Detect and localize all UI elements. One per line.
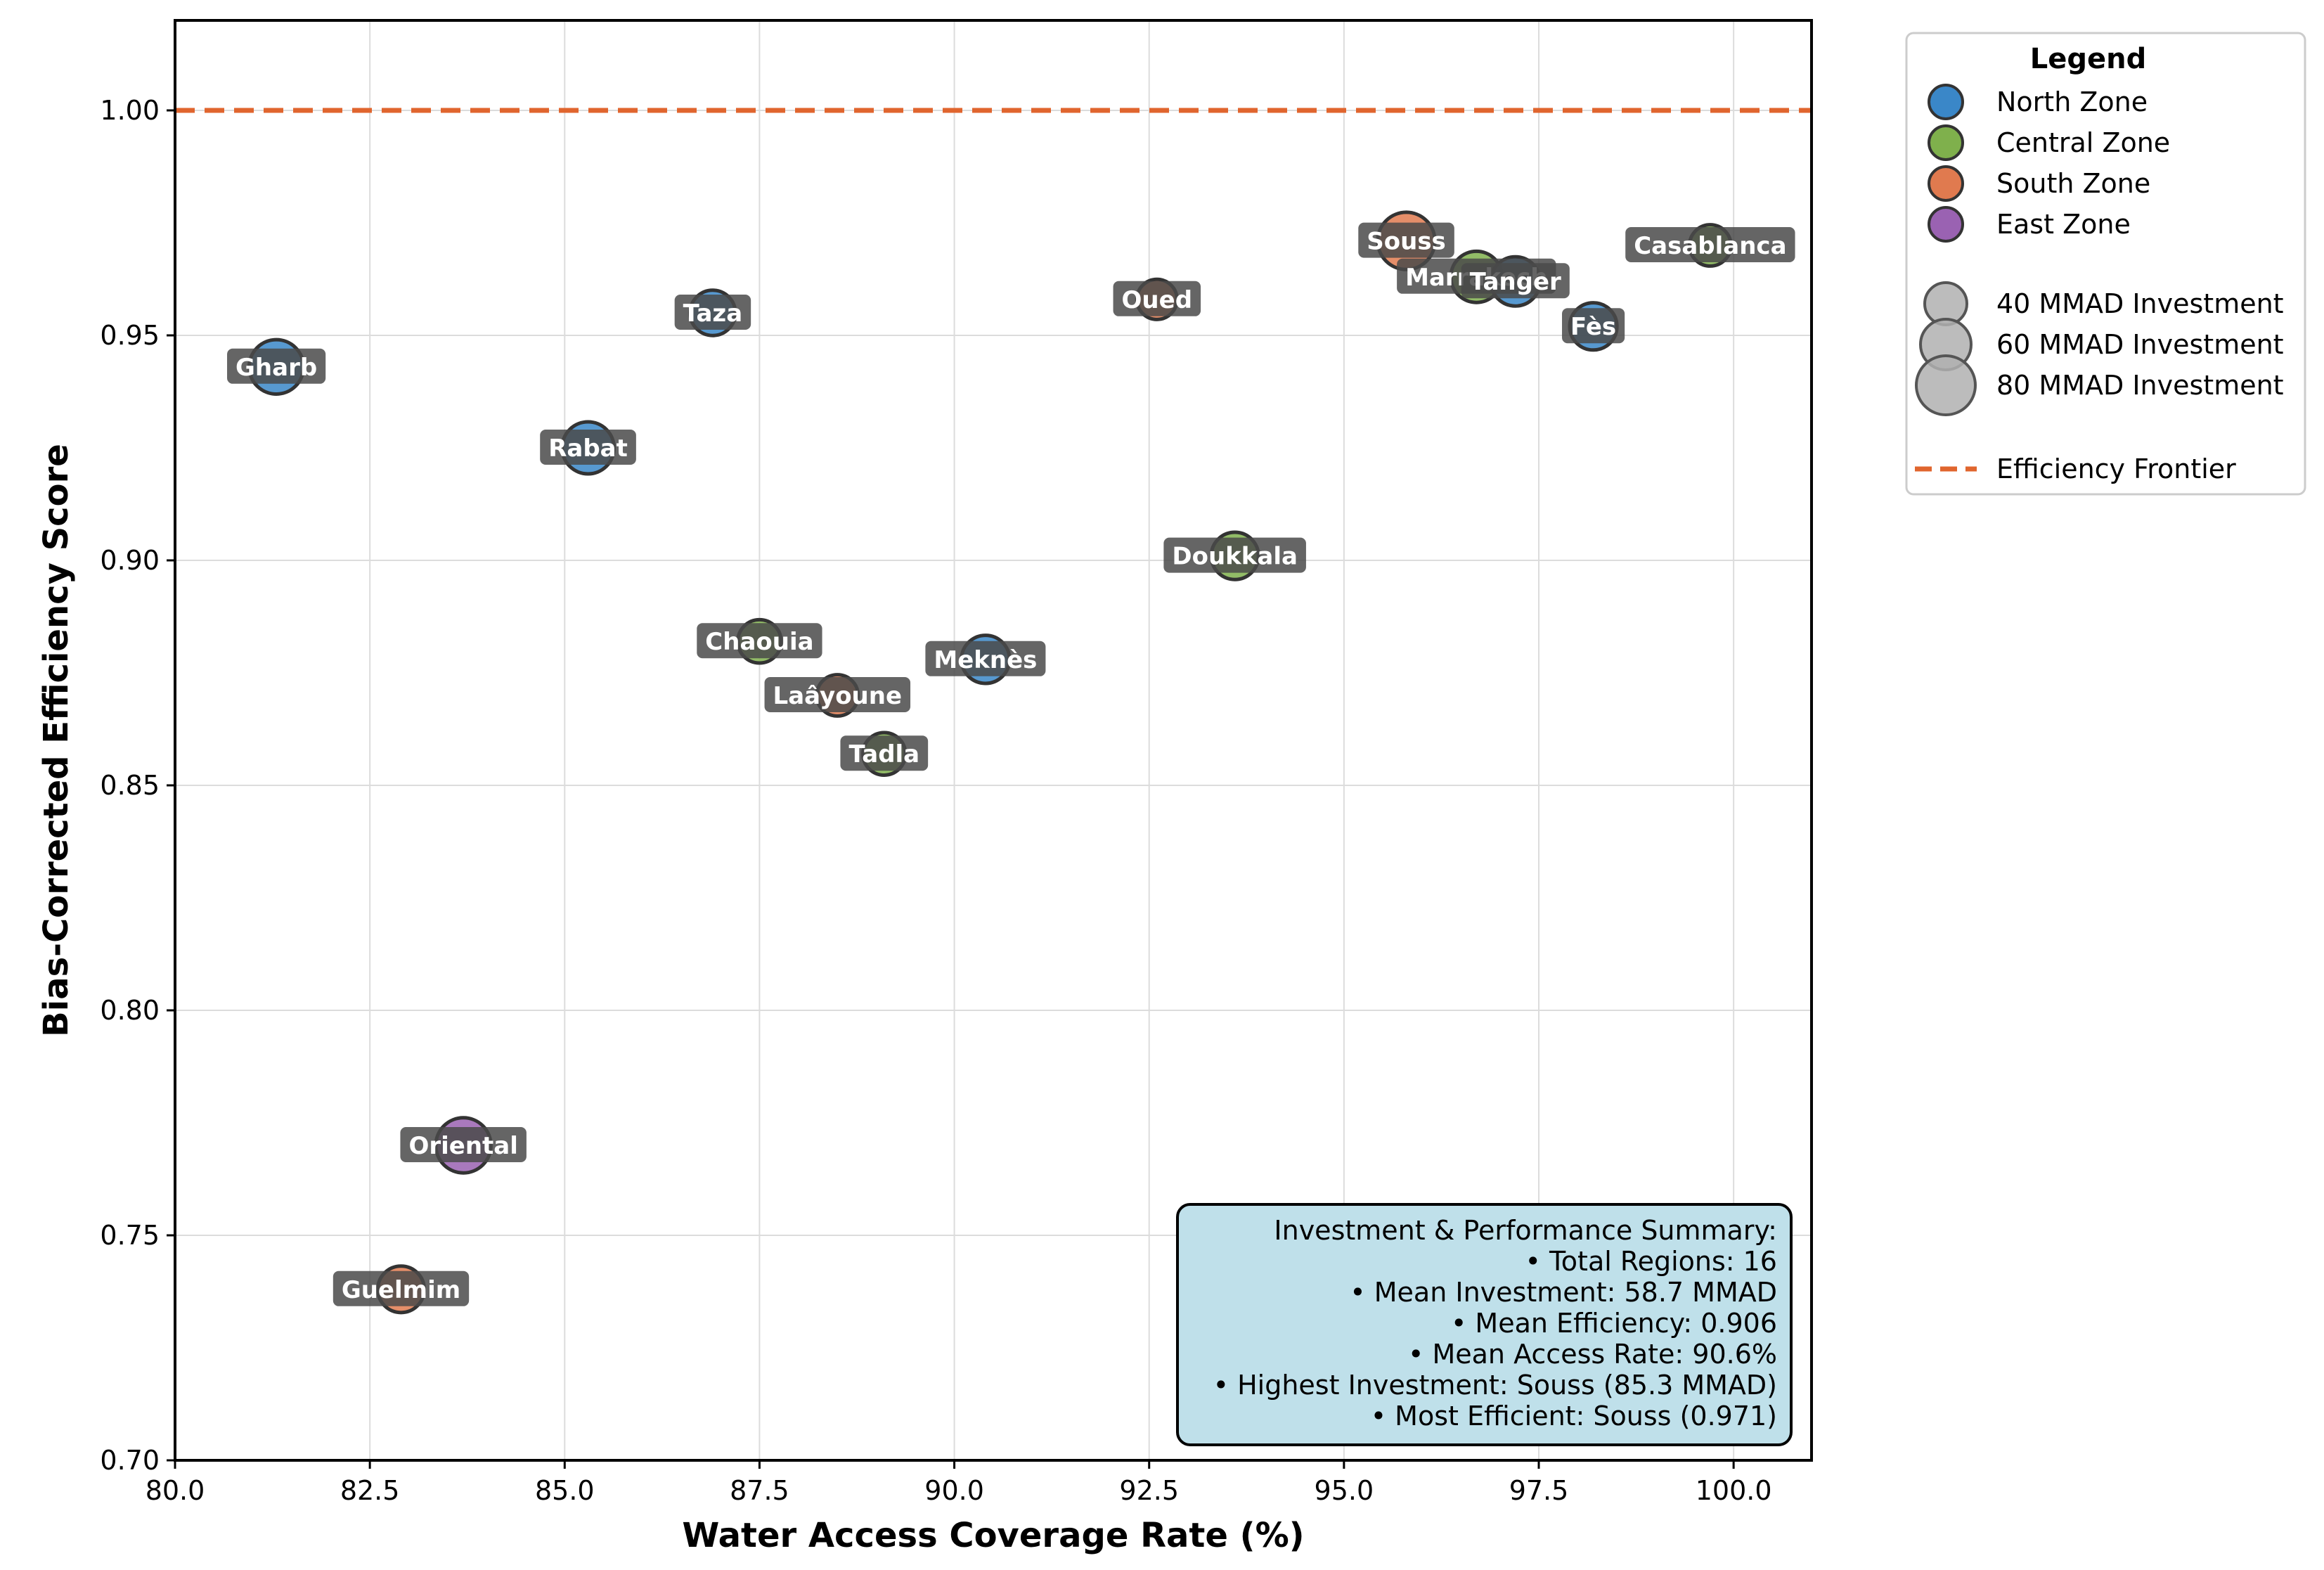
point-label-background (227, 348, 326, 384)
point-label-background (1113, 281, 1201, 316)
point-label-group: Souss (1358, 222, 1454, 258)
point-label-background (925, 641, 1046, 676)
point-label: Meknès (934, 646, 1037, 674)
summary-line: • Mean Efficiency: 0.906 (1451, 1308, 1777, 1339)
point-label: Gharb (235, 354, 317, 382)
point-label-background (1562, 308, 1625, 344)
point-label-background (333, 1270, 470, 1306)
x-axis-title: Water Access Coverage Rate (%) (682, 1516, 1304, 1555)
legend-zone-marker (1928, 124, 1964, 161)
legend-size-label: 60 MMAD Investment (1996, 329, 2284, 360)
x-tick-label: 82.5 (340, 1475, 400, 1506)
summary-line: Investment & Performance Summary: (1274, 1215, 1777, 1246)
x-tick-label: 100.0 (1696, 1475, 1772, 1506)
summary-line: • Total Regions: 16 (1525, 1246, 1777, 1277)
point-label-group: Guelmim (333, 1270, 470, 1306)
point-label-background (764, 677, 911, 712)
y-tick-label: 0.90 (100, 545, 160, 576)
summary-box: Investment & Performance Summary:• Total… (1176, 1203, 1793, 1446)
x-tick-label: 97.5 (1509, 1475, 1569, 1506)
legend-zone-marker (1928, 84, 1964, 120)
point-label-group: Taza (674, 295, 751, 330)
point-label-background (840, 735, 929, 771)
x-tick-label: 95.0 (1315, 1475, 1374, 1506)
legend-size-marker (1915, 354, 1977, 416)
point-label: Laâyoune (773, 682, 903, 710)
x-tick-label: 85.0 (535, 1475, 595, 1506)
x-tick-label: 80.0 (146, 1475, 205, 1506)
point-label: Tanger (1470, 268, 1561, 296)
y-axis-title: Bias-Corrected Efficiency Score (37, 444, 76, 1037)
point-label: Oued (1122, 286, 1193, 314)
point-label-group: Tanger (1461, 263, 1570, 299)
y-tick-label: 0.70 (100, 1445, 160, 1476)
y-tick-label: 0.75 (100, 1220, 160, 1251)
point-label-group: Doukkala (1163, 537, 1306, 573)
x-tick-label: 87.5 (730, 1475, 789, 1506)
legend-zone-label: East Zone (1996, 209, 2131, 240)
legend-frontier-label: Efficiency Frontier (1996, 453, 2236, 484)
point-label-group: Rabat (540, 430, 636, 465)
point-label-group: Fès (1562, 308, 1625, 344)
point-label-background (400, 1127, 527, 1162)
point-label-background (1625, 227, 1795, 262)
summary-line: • Highest Investment: Souss (85.3 MMAD) (1213, 1370, 1777, 1401)
point-label-group: Oriental (400, 1127, 527, 1162)
point-label: Taza (683, 300, 743, 328)
summary-line: • Mean Access Rate: 90.6% (1408, 1339, 1777, 1370)
point-label-group: Meknès (925, 641, 1046, 676)
x-tick-label: 90.0 (924, 1475, 984, 1506)
summary-line: • Mean Investment: 58.7 MMAD (1350, 1277, 1777, 1308)
legend-title: Legend (2030, 43, 2147, 75)
plot-frame (174, 19, 1813, 1462)
point-label-background (674, 295, 751, 330)
point-label-background (1461, 263, 1570, 299)
point-label: Casablanca (1634, 232, 1786, 260)
point-label-group: Laâyoune (764, 677, 911, 712)
legend-size-label: 80 MMAD Investment (1996, 370, 2284, 401)
point-labels: Gharb Rabat Taza Chaouia Laâyoune Tadla Meknès… (227, 222, 1795, 1306)
point-label: Rabat (548, 435, 628, 463)
y-tick-label: 1.00 (100, 95, 160, 126)
point-label-background (697, 623, 822, 659)
point-label: Tadla (848, 740, 919, 768)
point-label: Chaouia (705, 628, 813, 656)
axis-ticks: 80.0 82.5 85.0 87.5 90.0 92.5 95.0 97.5 100.0 0.7… (100, 95, 1771, 1506)
legend-zone-label: South Zone (1996, 168, 2150, 199)
summary-line: • Most Efficient: Souss (0.971) (1371, 1401, 1777, 1431)
point-label: Doukkala (1172, 543, 1298, 571)
point-label-group: Casablanca (1625, 227, 1795, 262)
legend: Legend North Zone Central Zone South Zone Ea… (1905, 32, 2306, 496)
point-label-group: Chaouia (697, 623, 822, 659)
legend-zone-marker (1928, 165, 1964, 202)
point-label-background (540, 430, 636, 465)
point-label: Souss (1367, 228, 1446, 256)
legend-zone-marker (1928, 206, 1964, 243)
legend-size-label: 40 MMAD Investment (1996, 288, 2284, 319)
legend-zone-label: Central Zone (1996, 127, 2170, 158)
y-tick-label: 0.80 (100, 995, 160, 1026)
y-tick-label: 0.85 (100, 770, 160, 801)
point-label-group: Tadla (840, 735, 929, 771)
point-label-group: Gharb (227, 348, 326, 384)
x-tick-label: 92.5 (1119, 1475, 1179, 1506)
y-tick-label: 0.95 (100, 320, 160, 351)
point-label-background (1358, 222, 1454, 258)
point-label: Oriental (408, 1132, 517, 1160)
point-label: Fès (1570, 313, 1616, 341)
point-label: Guelmim (342, 1276, 460, 1304)
summary-box-background (1176, 1203, 1793, 1446)
point-label-group: Oued (1113, 281, 1201, 316)
point-label-background (1163, 537, 1306, 573)
legend-box (1905, 32, 2306, 496)
legend-zone-label: North Zone (1996, 86, 2148, 117)
